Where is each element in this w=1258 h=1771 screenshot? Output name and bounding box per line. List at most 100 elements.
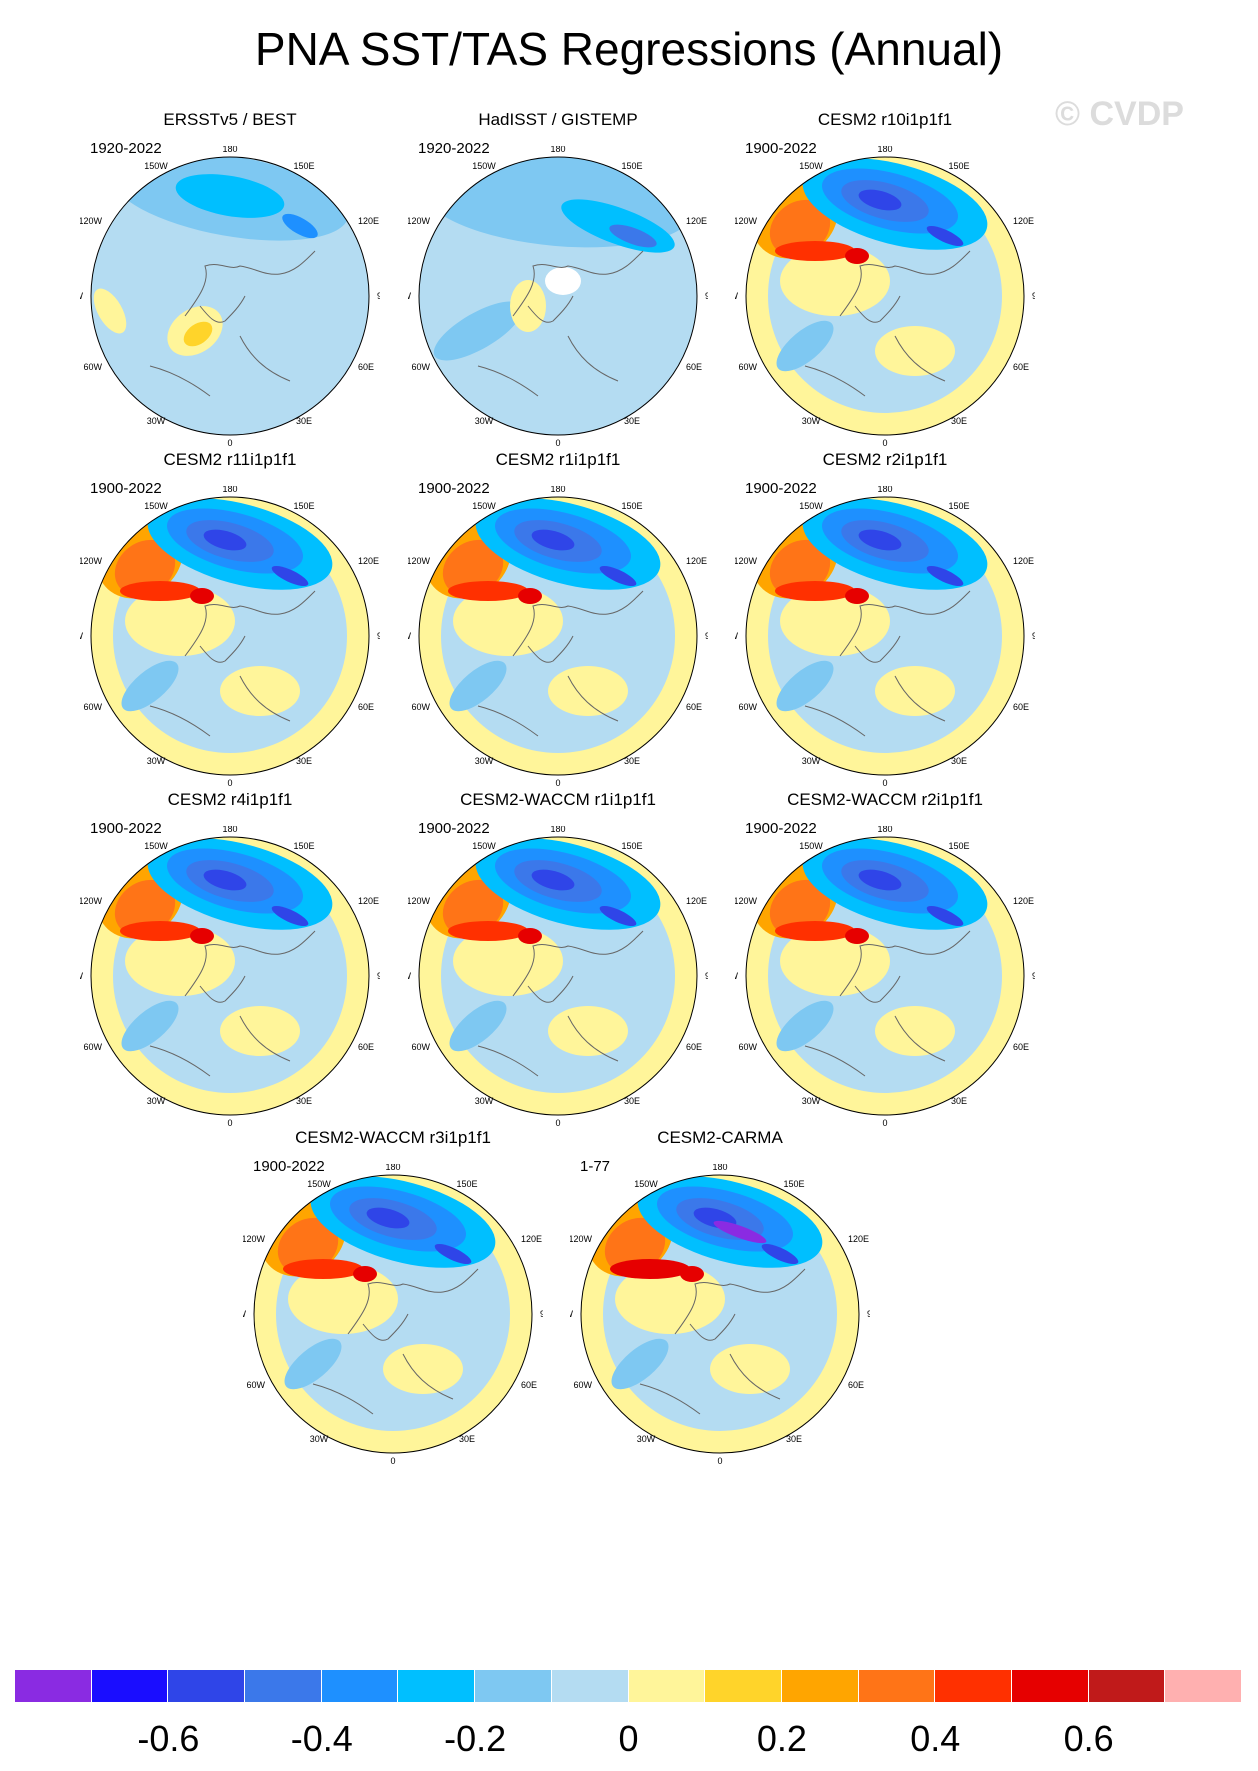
longitude-label: 60E xyxy=(521,1380,537,1390)
positive-anomaly-west xyxy=(93,288,127,334)
colorbar-box xyxy=(858,1670,936,1702)
longitude-label: 30W xyxy=(637,1434,656,1444)
longitude-label: 0 xyxy=(555,438,560,448)
positive-anomaly-north-america xyxy=(125,586,235,656)
map-outline xyxy=(418,496,698,776)
colorbar-labels: -0.6 -0.4 -0.2 0 0.2 0.4 0.6 xyxy=(0,1718,1258,1759)
map-outline xyxy=(745,496,1025,776)
negative-anomaly-max xyxy=(858,529,902,551)
map-field xyxy=(91,837,369,1115)
positive-anomaly-eurasia xyxy=(875,326,955,376)
panel-title: CESM2 r11i1p1f1 xyxy=(163,450,297,469)
positive-anomaly-max xyxy=(845,248,869,264)
coastlines xyxy=(639,1268,806,1415)
negative-anomaly-core xyxy=(609,224,657,248)
panel-title: CESM2 r4i1p1f1 xyxy=(167,790,293,809)
longitude-label: 0 xyxy=(882,778,887,788)
colorbar xyxy=(15,1670,1242,1704)
coastlines xyxy=(149,930,316,1077)
longitude-label: 120W xyxy=(80,896,103,906)
positive-anomaly-eurasia xyxy=(220,1006,300,1056)
longitude-label: 120W xyxy=(735,216,758,226)
polar-map: 180 150E 120E 90E 60E 30E 0 30W 60W 90W 120W 150W xyxy=(735,146,1035,448)
longitude-label: 150W xyxy=(307,1179,331,1189)
longitude-label: 120E xyxy=(686,556,707,566)
longitude-label: 120W xyxy=(408,216,431,226)
longitude-label: 90E xyxy=(1032,971,1035,981)
map-outline xyxy=(90,836,370,1116)
longitude-label: 60E xyxy=(358,702,374,712)
longitude-label: 120W xyxy=(570,1234,593,1244)
longitude-label: 90W xyxy=(80,291,83,301)
colorbar-tick-label: 0.4 xyxy=(910,1718,961,1759)
longitude-label: 30W xyxy=(475,756,494,766)
longitude-label: 180 xyxy=(550,486,565,494)
longitude-label: 60W xyxy=(83,702,102,712)
longitude-label: 150W xyxy=(472,501,496,511)
map-outline xyxy=(418,836,698,1116)
panel-period: 1900-2022 xyxy=(418,480,490,497)
negative-anomaly-atlantic xyxy=(121,1000,179,1052)
longitude-label: 120W xyxy=(735,556,758,566)
longitude-label: 120E xyxy=(1013,556,1034,566)
polar-map: 180 150E 120E 90E 60E 30E 0 30W 60W 90W 120W 150W xyxy=(243,1164,543,1466)
polar-map: 180 150E 120E 90E 60E 30E 0 30W 60W 90W 120W 150W xyxy=(80,826,380,1128)
colorbar-box xyxy=(628,1670,706,1702)
colorbar-box xyxy=(91,1670,169,1702)
longitude-label: 60W xyxy=(738,1042,757,1052)
negative-anomaly-japan xyxy=(599,565,637,587)
map-field xyxy=(254,1175,532,1453)
negative-anomaly-max xyxy=(366,1207,410,1229)
panel-period: 1900-2022 xyxy=(90,820,162,837)
negative-anomaly-atlantic xyxy=(776,1000,834,1052)
positive-anomaly-north-america xyxy=(288,1264,398,1334)
longitude-label: 0 xyxy=(717,1456,722,1466)
longitude-label: 120E xyxy=(521,1234,542,1244)
longitude-label: 150W xyxy=(799,841,823,851)
longitude-label: 90E xyxy=(867,1309,870,1319)
map-panel: CESM2 r4i1p1f1 1900-2022 180 150E 120E 90E 60E… xyxy=(60,790,400,1160)
panel-title: CESM2-CARMA xyxy=(657,1128,783,1147)
colorbar-box xyxy=(551,1670,629,1702)
longitude-label: 30E xyxy=(624,1096,640,1106)
negative-anomaly-japan xyxy=(761,1243,799,1265)
colorbar-box xyxy=(1011,1670,1089,1702)
negative-anomaly-max xyxy=(531,529,575,551)
positive-anomaly-eurasia xyxy=(710,1344,790,1394)
longitude-label: 180 xyxy=(877,146,892,154)
colorbar-tick-label: 0.6 xyxy=(1063,1718,1114,1759)
colorbar-tick-label: -0.4 xyxy=(290,1718,353,1759)
longitude-label: 30W xyxy=(147,1096,166,1106)
map-field xyxy=(419,497,697,775)
longitude-label: 90W xyxy=(80,971,83,981)
longitude-label: 120E xyxy=(358,896,379,906)
longitude-label: 0 xyxy=(227,1118,232,1128)
longitude-label: 90E xyxy=(377,971,380,981)
longitude-label: 150E xyxy=(293,841,314,851)
longitude-label: 0 xyxy=(227,438,232,448)
panel-title: CESM2 r10i1p1f1 xyxy=(817,110,953,129)
colorbar-tick-label: 0 xyxy=(618,1718,639,1759)
cvdp-watermark: © CVDP xyxy=(1055,95,1184,133)
map-field xyxy=(581,1175,859,1453)
longitude-label: 60E xyxy=(1013,1042,1029,1052)
negative-anomaly-atlantic xyxy=(776,660,834,712)
negative-anomaly-japan xyxy=(926,225,964,247)
longitude-label: 30W xyxy=(147,756,166,766)
coastlines xyxy=(477,250,644,397)
longitude-label: 180 xyxy=(877,826,892,834)
longitude-label: 120W xyxy=(408,556,431,566)
panel-period: 1920-2022 xyxy=(418,140,490,157)
negative-anomaly-japan xyxy=(926,905,964,927)
longitude-label: 180 xyxy=(222,486,237,494)
positive-anomaly-max xyxy=(518,928,542,944)
polar-map: 180 150E 120E 90E 60E 30E 0 30W 60W 90W 120W 150W xyxy=(80,486,380,788)
longitude-label: 30E xyxy=(624,756,640,766)
negative-anomaly-max xyxy=(531,869,575,891)
colorbar-tick-label: -0.2 xyxy=(444,1718,507,1759)
longitude-label: 30W xyxy=(310,1434,329,1444)
longitude-label: 60W xyxy=(738,362,757,372)
polar-map: 180 150E 120E 90E 60E 30E 0 30W 60W 90W 120W 150W xyxy=(80,146,380,448)
